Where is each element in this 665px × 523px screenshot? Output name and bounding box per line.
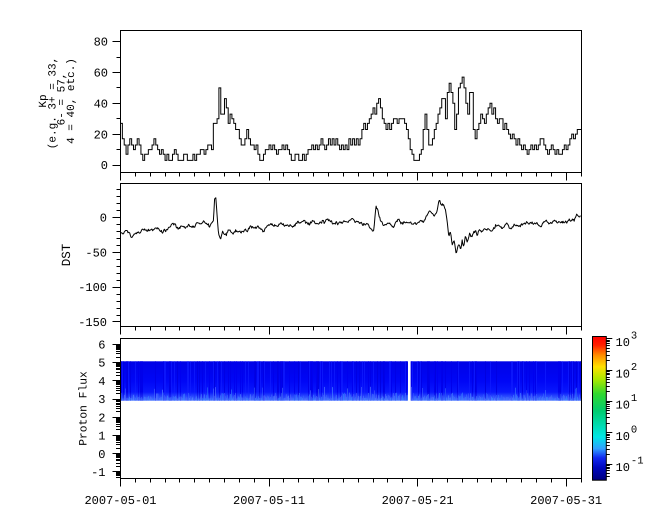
svg-text:2007-05-01: 2007-05-01: [84, 494, 156, 508]
svg-text:0: 0: [98, 448, 105, 462]
svg-text:Proton Flux: Proton Flux: [78, 371, 91, 446]
svg-text:(e.g. 3+ = 33,: (e.g. 3+ = 33,: [47, 57, 59, 149]
svg-text:20: 20: [94, 128, 108, 142]
svg-text:2007-05-21: 2007-05-21: [382, 494, 454, 508]
svg-text:DST: DST: [60, 243, 74, 266]
svg-text:4: 4: [98, 375, 105, 389]
svg-text:2: 2: [98, 411, 105, 425]
svg-text:-100: -100: [78, 281, 107, 295]
svg-text:3: 3: [98, 393, 105, 407]
svg-text:6: 6: [98, 339, 105, 353]
svg-text:6- = 57,: 6- = 57,: [57, 73, 69, 126]
svg-text:Kp: Kp: [38, 94, 50, 107]
svg-text:-150: -150: [78, 316, 107, 330]
svg-text:1: 1: [98, 430, 105, 444]
svg-text:2007-05-31: 2007-05-31: [530, 494, 602, 508]
svg-text:-50: -50: [85, 246, 107, 260]
svg-text:4 = 40, etc.): 4 = 40, etc.): [66, 58, 78, 144]
svg-text:0: 0: [101, 159, 108, 173]
svg-text:40: 40: [94, 97, 108, 111]
svg-text:60: 60: [94, 67, 108, 81]
svg-text:2007-05-11: 2007-05-11: [233, 494, 305, 508]
svg-text:5: 5: [98, 357, 105, 371]
svg-text:0: 0: [100, 212, 107, 226]
svg-text:80: 80: [94, 36, 108, 50]
svg-text:-1: -1: [91, 466, 105, 480]
